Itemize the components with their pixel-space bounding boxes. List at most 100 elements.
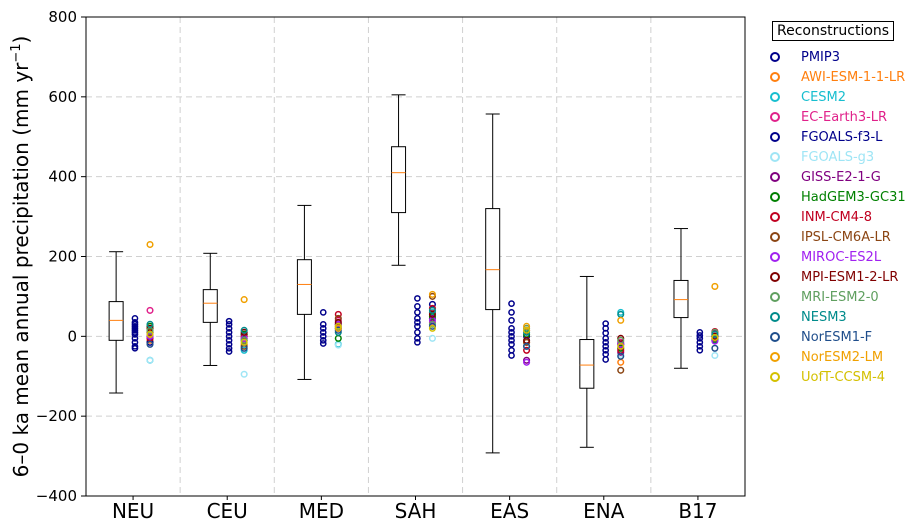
pmip3-point	[508, 328, 515, 336]
legend-item: MRI-ESM2-0	[762, 287, 912, 307]
legend-marker-icon	[770, 192, 780, 202]
pmip3-point	[319, 332, 327, 340]
legend-item: CESM2	[762, 87, 912, 107]
legend-item: FGOALS-f3-L	[762, 127, 912, 147]
legend-label: FGOALS-g3	[801, 149, 875, 165]
pmip3-point	[414, 323, 421, 330]
x-tick-label: SAH	[395, 499, 437, 521]
x-tick-label: EAS	[490, 499, 529, 521]
pmip3-point	[696, 346, 704, 354]
model-point	[428, 334, 436, 342]
pmip3-point	[508, 346, 515, 354]
legend-marker-icon	[770, 272, 780, 282]
legend-item: AWI-ESM-1-1-LR	[762, 67, 912, 87]
pmip3-point	[225, 340, 233, 348]
pmip3-point	[414, 303, 421, 310]
pmip3-point	[602, 356, 610, 363]
pmip3-point	[508, 317, 515, 324]
pmip3-point	[508, 332, 515, 340]
legend-marker-icon	[770, 372, 780, 382]
pmip3-point	[225, 321, 233, 328]
model-point	[428, 306, 436, 314]
model-point	[240, 370, 248, 378]
pmip3-point	[696, 328, 704, 336]
model-point	[617, 342, 625, 350]
legend-marker-icon	[770, 312, 780, 322]
legend-label: NorESM2-LM	[801, 349, 884, 365]
legend-items: PMIP3 AWI-ESM-1-1-LR CESM2 EC-Earth3-LR FGOA…	[762, 47, 912, 387]
legend-item: MIROC-ES2L	[762, 247, 912, 267]
pmip3-point	[225, 348, 233, 355]
y-tick-label: 600	[48, 88, 77, 106]
pmip3-point	[508, 300, 515, 307]
pmip3-point	[508, 336, 515, 344]
model-point	[428, 290, 436, 298]
model-point	[711, 333, 719, 342]
model-point	[146, 340, 154, 348]
legend: Reconstructions PMIP3 AWI-ESM-1-1-LR CESM2…	[762, 20, 912, 387]
legend-label: EC-Earth3-LR	[801, 109, 888, 125]
legend-marker-icon	[770, 52, 780, 62]
legend-marker-icon	[770, 72, 780, 82]
model-point	[523, 342, 531, 350]
box-neu	[108, 301, 124, 341]
legend-label: FGOALS-f3-L	[801, 129, 883, 145]
model-point	[146, 240, 154, 249]
legend-label: HadGEM3-GC31	[801, 189, 906, 205]
legend-label: MIROC-ES2L	[801, 249, 882, 265]
x-tick-label: B17	[678, 499, 717, 521]
x-tick-label: ENA	[583, 499, 625, 521]
legend-item: GISS-E2-1-G	[762, 167, 912, 187]
model-point	[617, 358, 625, 366]
model-point	[523, 346, 531, 354]
legend-marker-icon	[770, 212, 780, 222]
box-eas	[485, 208, 501, 311]
pmip3-point	[131, 344, 139, 352]
model-point	[240, 338, 248, 346]
pmip3-point	[319, 309, 327, 316]
legend-label: CESM2	[801, 89, 847, 105]
model-point	[617, 366, 625, 374]
pmip3-point	[225, 344, 233, 352]
y-tick-label: 800	[48, 8, 77, 26]
legend-title: Reconstructions	[772, 21, 895, 41]
legend-label: MRI-ESM2-0	[801, 289, 879, 305]
legend-item: EC-Earth3-LR	[762, 107, 912, 127]
x-tick-label: CEU	[207, 499, 248, 521]
model-point	[711, 351, 719, 360]
model-point	[523, 326, 531, 334]
legend-marker-icon	[770, 232, 780, 242]
y-tick-label: 400	[48, 168, 77, 186]
legend-label: NESM3	[801, 309, 847, 325]
legend-label: AWI-ESM-1-1-LR	[801, 69, 906, 85]
pmip3-point	[319, 336, 327, 344]
model-point	[617, 352, 625, 360]
pmip3-point	[225, 336, 233, 344]
legend-marker-icon	[770, 332, 780, 342]
legend-label: IPSL-CM6A-LR	[801, 229, 891, 245]
pmip3-point	[508, 309, 515, 316]
model-point	[334, 310, 342, 318]
legend-marker-icon	[770, 132, 780, 142]
plot-frame	[85, 16, 746, 497]
legend-item: IPSL-CM6A-LR	[762, 227, 912, 247]
pmip3-point	[696, 338, 704, 346]
pmip3-point	[508, 352, 515, 359]
pmip3-point	[225, 317, 233, 325]
model-point	[334, 341, 342, 349]
model-point	[523, 358, 531, 366]
model-point	[711, 330, 719, 338]
box-med	[296, 259, 312, 315]
model-point	[711, 282, 719, 290]
pmip3-point	[131, 338, 139, 346]
pmip3-point	[508, 325, 515, 332]
pmip3-point	[602, 338, 610, 346]
model-point	[240, 296, 248, 304]
pmip3-point	[696, 332, 704, 339]
legend-item: PMIP3	[762, 47, 912, 67]
box-b17	[673, 279, 689, 319]
pmip3-point	[225, 332, 233, 340]
pmip3-point	[131, 328, 139, 336]
y-tick-label: 0	[67, 327, 77, 345]
